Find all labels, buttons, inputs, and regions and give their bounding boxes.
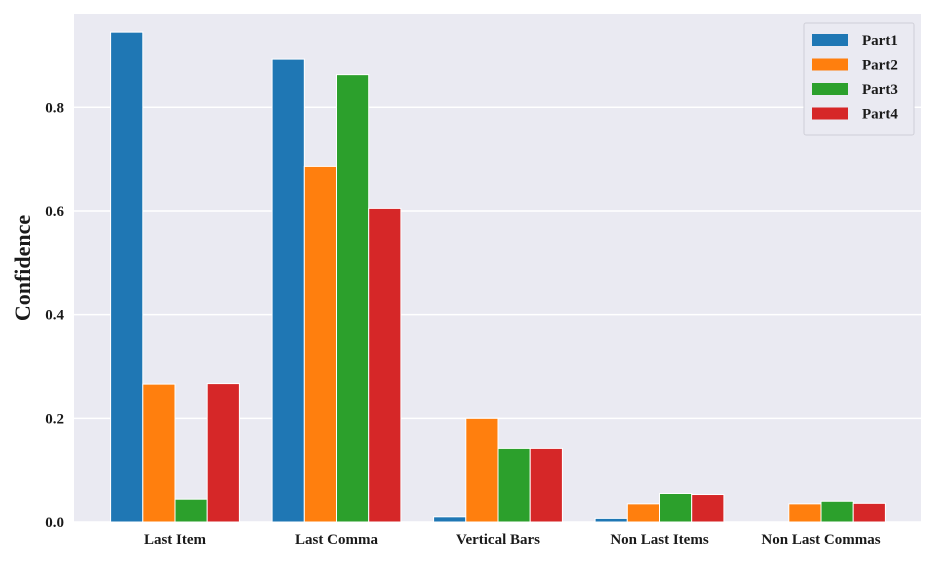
y-axis-label: Confidence xyxy=(10,215,35,322)
legend: Part1 Part2 Part3 Part4 xyxy=(803,22,915,136)
legend-label: Part4 xyxy=(862,107,898,123)
bar-part2 xyxy=(303,165,337,523)
bar-part3 xyxy=(659,492,693,523)
bar-part1 xyxy=(271,58,305,523)
x-tick-label: Non Last Commas xyxy=(761,532,880,548)
bar-part4 xyxy=(852,502,886,523)
y-tick-label: 0.4 xyxy=(45,308,64,324)
x-tick-label: Vertical Bars xyxy=(456,532,540,548)
legend-label: Part3 xyxy=(862,82,898,98)
bar-part2 xyxy=(626,503,660,523)
bar-part2 xyxy=(142,383,176,523)
y-tick-label: 0.6 xyxy=(45,204,64,220)
legend-box xyxy=(803,22,915,136)
y-tick-label: 0.0 xyxy=(45,515,64,531)
legend-swatch xyxy=(812,107,848,120)
bar-part4 xyxy=(691,494,725,523)
x-tick-label: Last Item xyxy=(144,532,207,548)
bar-part1 xyxy=(433,516,467,523)
y-tick-label: 0.8 xyxy=(45,100,64,116)
bar-part2 xyxy=(788,503,822,523)
bars xyxy=(110,31,886,523)
y-axis-ticks: 0.0 0.2 0.4 0.6 0.8 xyxy=(45,100,64,531)
x-tick-label: Non Last Items xyxy=(610,532,708,548)
bar-part3 xyxy=(174,498,208,523)
bar-part4 xyxy=(529,447,563,523)
bar-part1 xyxy=(594,517,628,523)
legend-swatch xyxy=(812,58,848,71)
bar-part3 xyxy=(497,447,531,523)
bar-part1 xyxy=(110,31,144,523)
bar-part4 xyxy=(368,207,402,523)
bar-part3 xyxy=(820,500,854,523)
legend-swatch xyxy=(812,83,848,95)
legend-swatch xyxy=(812,34,848,46)
x-tick-label: Last Comma xyxy=(295,532,378,548)
legend-label: Part1 xyxy=(862,33,898,49)
x-axis-ticks: Last Item Last Comma Vertical Bars Non Last… xyxy=(144,532,881,548)
bar-part4 xyxy=(206,383,240,523)
bar-part3 xyxy=(336,74,370,523)
legend-label: Part2 xyxy=(862,58,898,74)
bar-part2 xyxy=(465,417,499,523)
y-tick-label: 0.2 xyxy=(45,411,64,427)
